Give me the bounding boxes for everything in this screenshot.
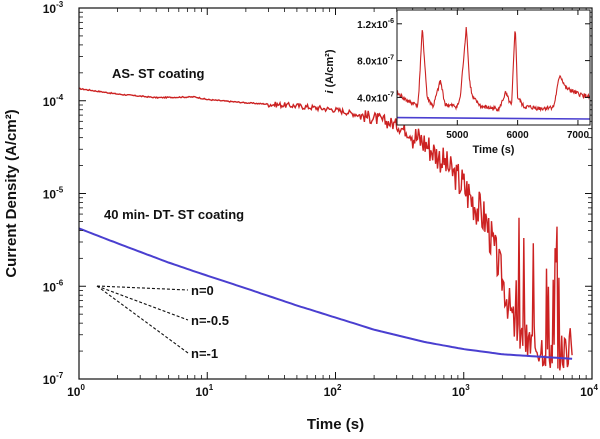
x-tick-label: 100	[67, 383, 85, 399]
slope-reference-line	[96, 285, 189, 354]
inset-y-axis-title: i (A/cm²)	[324, 49, 336, 93]
inset-series-as-st-coating-line	[396, 26, 591, 113]
y-tick-label: 10-4	[43, 93, 64, 109]
annotation-40min-dt-st-coating: 40 min- DT- ST coating	[104, 207, 244, 222]
inset-series-40min-dt-st-coating-line	[396, 116, 591, 120]
x-tick-label: 102	[324, 383, 342, 399]
main-plot: 100 101 102 103 104 10-7 10-6 10-5 10-4 10-3 Time …	[3, 0, 598, 433]
inset-plot: 5000 6000 7000 4.0x10-7 8.0x10-7 1.2x10-6 Time…	[324, 9, 591, 156]
inset-x-tick-label: 7000	[567, 130, 590, 141]
annotation-as-st-coating: AS- ST coating	[112, 66, 205, 81]
slope-label: n=-0.5	[191, 313, 229, 328]
slope-reference-line	[96, 285, 189, 321]
y-tick-label: 10-5	[43, 186, 64, 202]
y-axis-title: Current Density (A/cm²)	[3, 109, 20, 277]
inset-x-tick-label: 5000	[446, 130, 469, 141]
slope-label: n=0	[191, 283, 214, 298]
x-tick-label: 104	[580, 383, 598, 399]
y-tick-label: 10-6	[43, 278, 64, 294]
x-tick-label: 103	[452, 383, 470, 399]
inset-x-axis-title: Time (s)	[473, 144, 515, 156]
y-tick-label: 10-3	[43, 0, 64, 16]
inset-frame	[396, 9, 591, 126]
inset-y-tick-label: 1.2x10-6	[357, 18, 394, 31]
inset-y-tick-label: 8.0x10-7	[357, 55, 394, 68]
y-tick-label: 10-7	[43, 371, 64, 387]
slope-reference-line	[96, 285, 189, 291]
series-as-st-coating-line	[78, 87, 573, 371]
x-tick-label: 101	[195, 383, 213, 399]
series-40min-dt-st-coating-line	[78, 227, 573, 360]
inset-x-tick-label: 6000	[507, 130, 530, 141]
slope-label: n=-1	[191, 346, 218, 361]
inset-y-tick-label: 4.0x10-7	[357, 91, 394, 104]
x-axis-title: Time (s)	[307, 416, 364, 433]
inset-background	[397, 10, 590, 125]
